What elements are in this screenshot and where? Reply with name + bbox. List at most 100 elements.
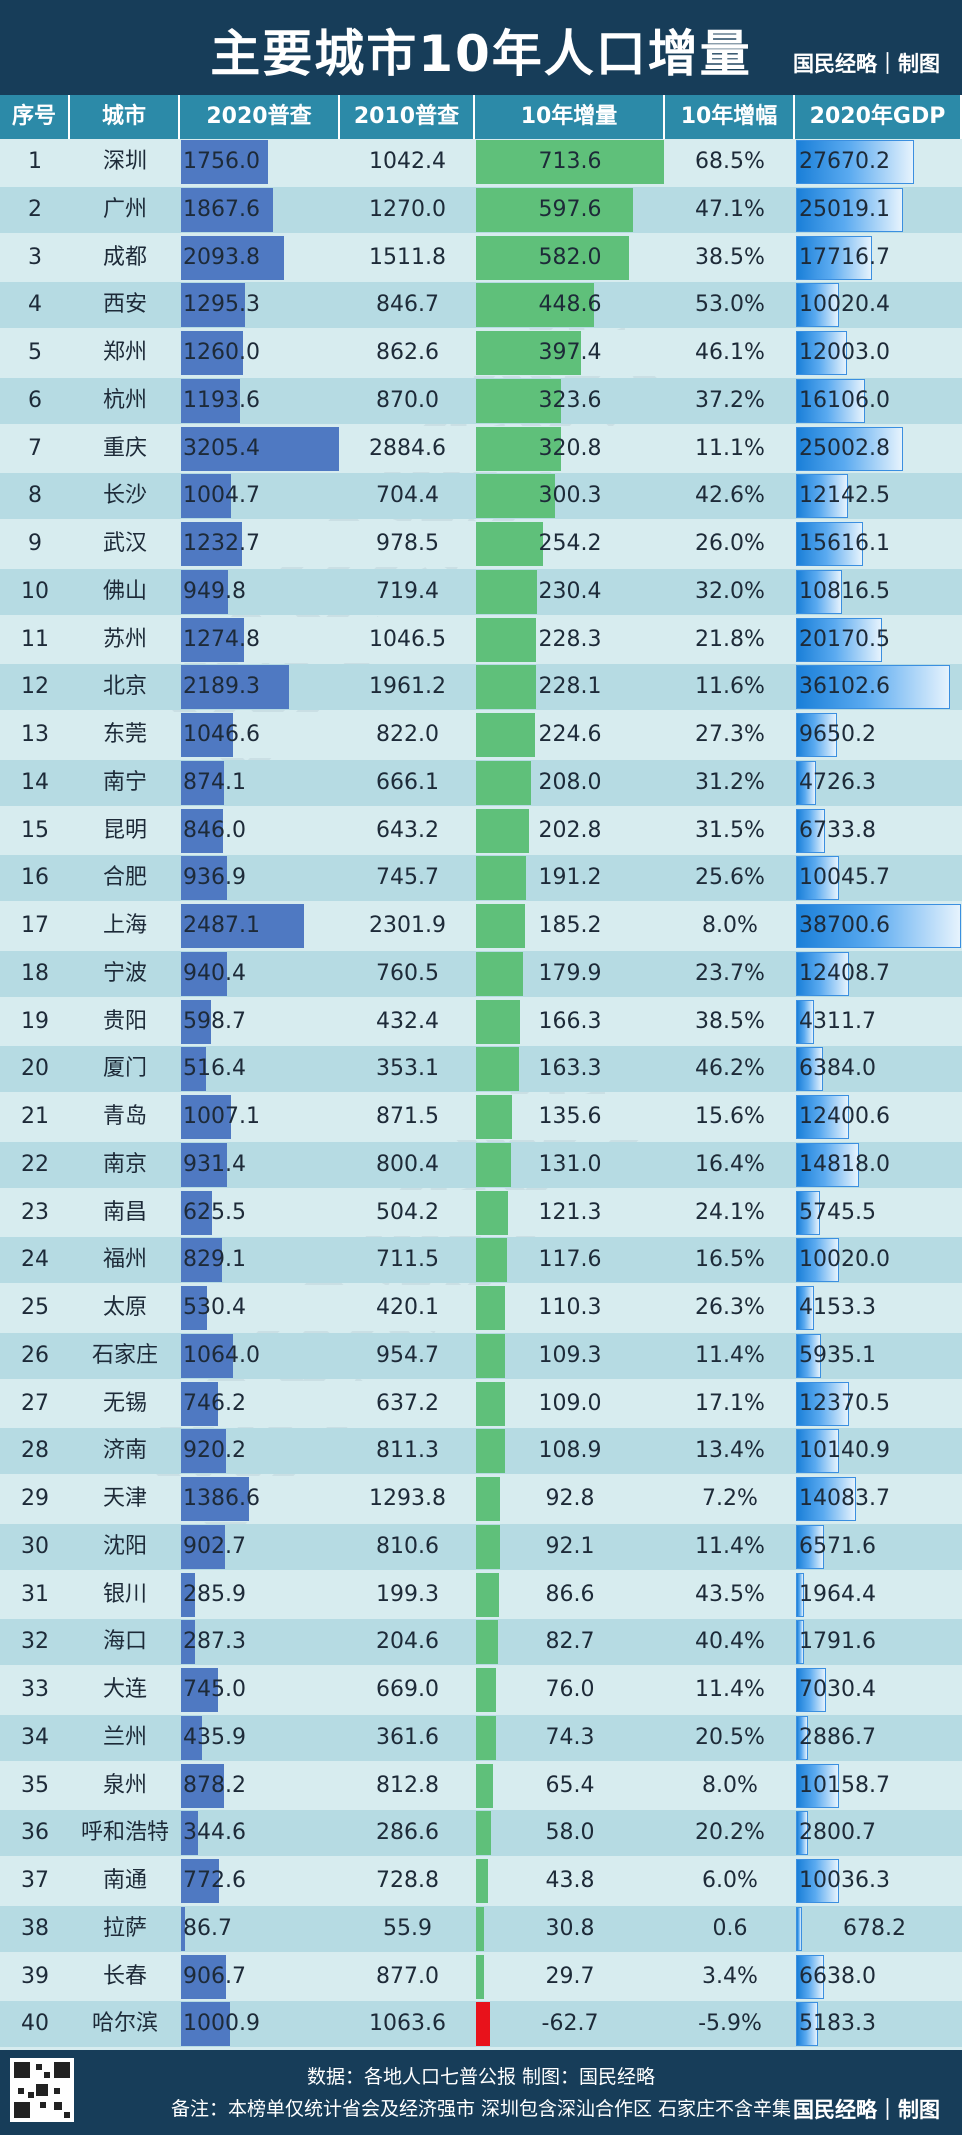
pop2010-cell: 666.1 bbox=[376, 769, 439, 795]
city-cell: 哈尔滨 bbox=[91, 2011, 158, 2037]
increase-value: 58.0 bbox=[545, 1820, 595, 1846]
rate-cell: 47.1% bbox=[695, 196, 765, 222]
gdp-value: 678.2 bbox=[843, 1915, 906, 1941]
pop2020-value: 931.4 bbox=[183, 1151, 246, 1177]
table-row: 18 宁波 940.4 760.5 179.9 23.7% 12408.7 bbox=[0, 950, 962, 997]
rank-cell: 22 bbox=[21, 1151, 49, 1177]
gdp-bar bbox=[796, 1620, 804, 1665]
rank-cell: 4 bbox=[28, 292, 42, 318]
qr-module bbox=[18, 2088, 24, 2094]
table-row: 19 贵阳 598.7 432.4 166.3 38.5% 4311.7 bbox=[0, 998, 962, 1045]
gdp-value: 2886.7 bbox=[799, 1724, 876, 1750]
pop2020-value: 1274.8 bbox=[183, 626, 260, 652]
pop2020-bar bbox=[181, 1906, 186, 1951]
increase-value: 76.0 bbox=[545, 1677, 595, 1702]
increase-bar bbox=[476, 426, 561, 471]
increase-bar bbox=[476, 1524, 501, 1569]
table-row: 15 昆明 846.0 643.2 202.8 31.5% 6733.8 bbox=[0, 807, 962, 854]
gdp-value: 12370.5 bbox=[799, 1390, 890, 1416]
city-cell: 昆明 bbox=[102, 817, 147, 843]
pop2010-cell: 1063.6 bbox=[369, 2011, 446, 2037]
pop2020-value: 920.2 bbox=[183, 1438, 246, 1464]
rate-cell: 16.5% bbox=[695, 1247, 765, 1273]
pop2010-cell: 1511.8 bbox=[369, 244, 446, 270]
pop2010-cell: 719.4 bbox=[376, 578, 439, 604]
pop2010-cell: 2884.6 bbox=[369, 435, 446, 461]
qr-module bbox=[54, 2062, 70, 2078]
pop2020-value: 906.7 bbox=[183, 1963, 246, 1989]
increase-bar bbox=[476, 474, 556, 519]
rate-cell: 37.2% bbox=[695, 387, 765, 413]
pop2020-bar bbox=[181, 569, 228, 614]
gdp-bar bbox=[796, 999, 815, 1044]
table-row: 33 大连 745.0 669.0 76.0 11.4% 7030.4 bbox=[0, 1667, 962, 1713]
qr-module bbox=[14, 2062, 30, 2078]
rate-cell: 11.1% bbox=[695, 435, 765, 461]
table-row: 6 杭州 1193.6 870.0 323.6 37.2% 16106.0 bbox=[0, 377, 962, 424]
gdp-bar bbox=[796, 1190, 821, 1235]
pop2020-bar bbox=[181, 235, 285, 280]
pop2010-cell: 286.6 bbox=[376, 1820, 439, 1846]
pop2010-cell: 812.8 bbox=[376, 1772, 439, 1798]
rank-cell: 33 bbox=[21, 1677, 49, 1702]
increase-value: 254.2 bbox=[538, 531, 602, 556]
gdp-bar bbox=[796, 235, 872, 280]
increase-value: 86.6 bbox=[545, 1581, 595, 1607]
gdp-value: 38700.6 bbox=[799, 913, 890, 938]
increase-bar bbox=[476, 569, 537, 614]
qr-module bbox=[54, 2088, 60, 2094]
table-row: 24 福州 829.1 711.5 117.6 16.5% 10020.0 bbox=[0, 1237, 962, 1284]
increase-bar bbox=[476, 1429, 505, 1474]
city-cell: 太原 bbox=[102, 1295, 147, 1320]
increase-value: 228.3 bbox=[538, 626, 602, 652]
pop2010-cell: 978.5 bbox=[376, 531, 439, 556]
increase-value: 131.0 bbox=[538, 1151, 602, 1177]
increase-bar bbox=[476, 617, 537, 662]
rank-cell: 9 bbox=[28, 531, 42, 556]
rate-cell: 46.1% bbox=[695, 340, 765, 365]
pop2010-cell: 432.4 bbox=[376, 1008, 439, 1034]
rate-cell: -5.9% bbox=[698, 2011, 762, 2037]
table-row: 39 长春 906.7 877.0 29.7 3.4% 6638.0 bbox=[0, 1953, 962, 2000]
qr-module bbox=[40, 2102, 46, 2108]
city-cell: 南昌 bbox=[102, 1199, 147, 1225]
rate-cell: 31.5% bbox=[695, 817, 765, 843]
increase-bar bbox=[476, 2002, 490, 2047]
increase-bar bbox=[476, 1763, 494, 1808]
increase-bar bbox=[476, 808, 530, 853]
pop2020-value: 598.7 bbox=[183, 1008, 246, 1034]
rate-cell: 11.4% bbox=[695, 1533, 765, 1559]
city-cell: 合肥 bbox=[102, 865, 147, 891]
rate-cell: 8.0% bbox=[702, 1772, 758, 1798]
pop2020-value: 287.3 bbox=[183, 1629, 246, 1655]
gdp-value: 5183.3 bbox=[799, 2011, 876, 2037]
gdp-bar bbox=[796, 1238, 839, 1283]
pop2020-bar bbox=[181, 1047, 207, 1092]
city-cell: 济南 bbox=[102, 1438, 147, 1464]
footer-note: 备注：本榜单仅统计省会及经济强市 深圳包含深汕合作区 石家庄不含辛集 bbox=[170, 2098, 792, 2120]
header-pop2010: 2010普查 bbox=[340, 95, 475, 139]
gdp-value: 6733.8 bbox=[799, 817, 876, 843]
increase-value: 92.1 bbox=[545, 1533, 595, 1559]
pop2010-cell: 711.5 bbox=[376, 1247, 439, 1273]
pop2010-cell: 811.3 bbox=[376, 1438, 439, 1464]
increase-value: 597.6 bbox=[538, 196, 602, 222]
qr-code-icon bbox=[10, 2058, 74, 2122]
increase-bar bbox=[476, 1095, 512, 1139]
gdp-bar bbox=[796, 331, 848, 375]
gdp-bar bbox=[796, 1763, 840, 1808]
increase-bar bbox=[476, 522, 543, 566]
gdp-value: 15616.1 bbox=[799, 531, 890, 556]
pop2020-value: 949.8 bbox=[183, 578, 246, 604]
pop2010-cell: 810.6 bbox=[376, 1533, 439, 1559]
gdp-value: 6384.0 bbox=[799, 1056, 876, 1082]
increase-bar bbox=[476, 1477, 501, 1521]
table-row: 37 南通 772.6 728.8 43.8 6.0% 10036.3 bbox=[0, 1858, 962, 1904]
gdp-bar bbox=[796, 1286, 814, 1330]
gdp-bar bbox=[796, 522, 863, 566]
rank-cell: 36 bbox=[21, 1820, 49, 1846]
pop2020-bar bbox=[181, 1954, 226, 1999]
rank-cell: 10 bbox=[21, 578, 49, 604]
table-row: 36 呼和浩特 344.6 286.6 58.0 20.2% 2800.7 bbox=[0, 1810, 962, 1857]
gdp-value: 10816.5 bbox=[799, 578, 890, 604]
